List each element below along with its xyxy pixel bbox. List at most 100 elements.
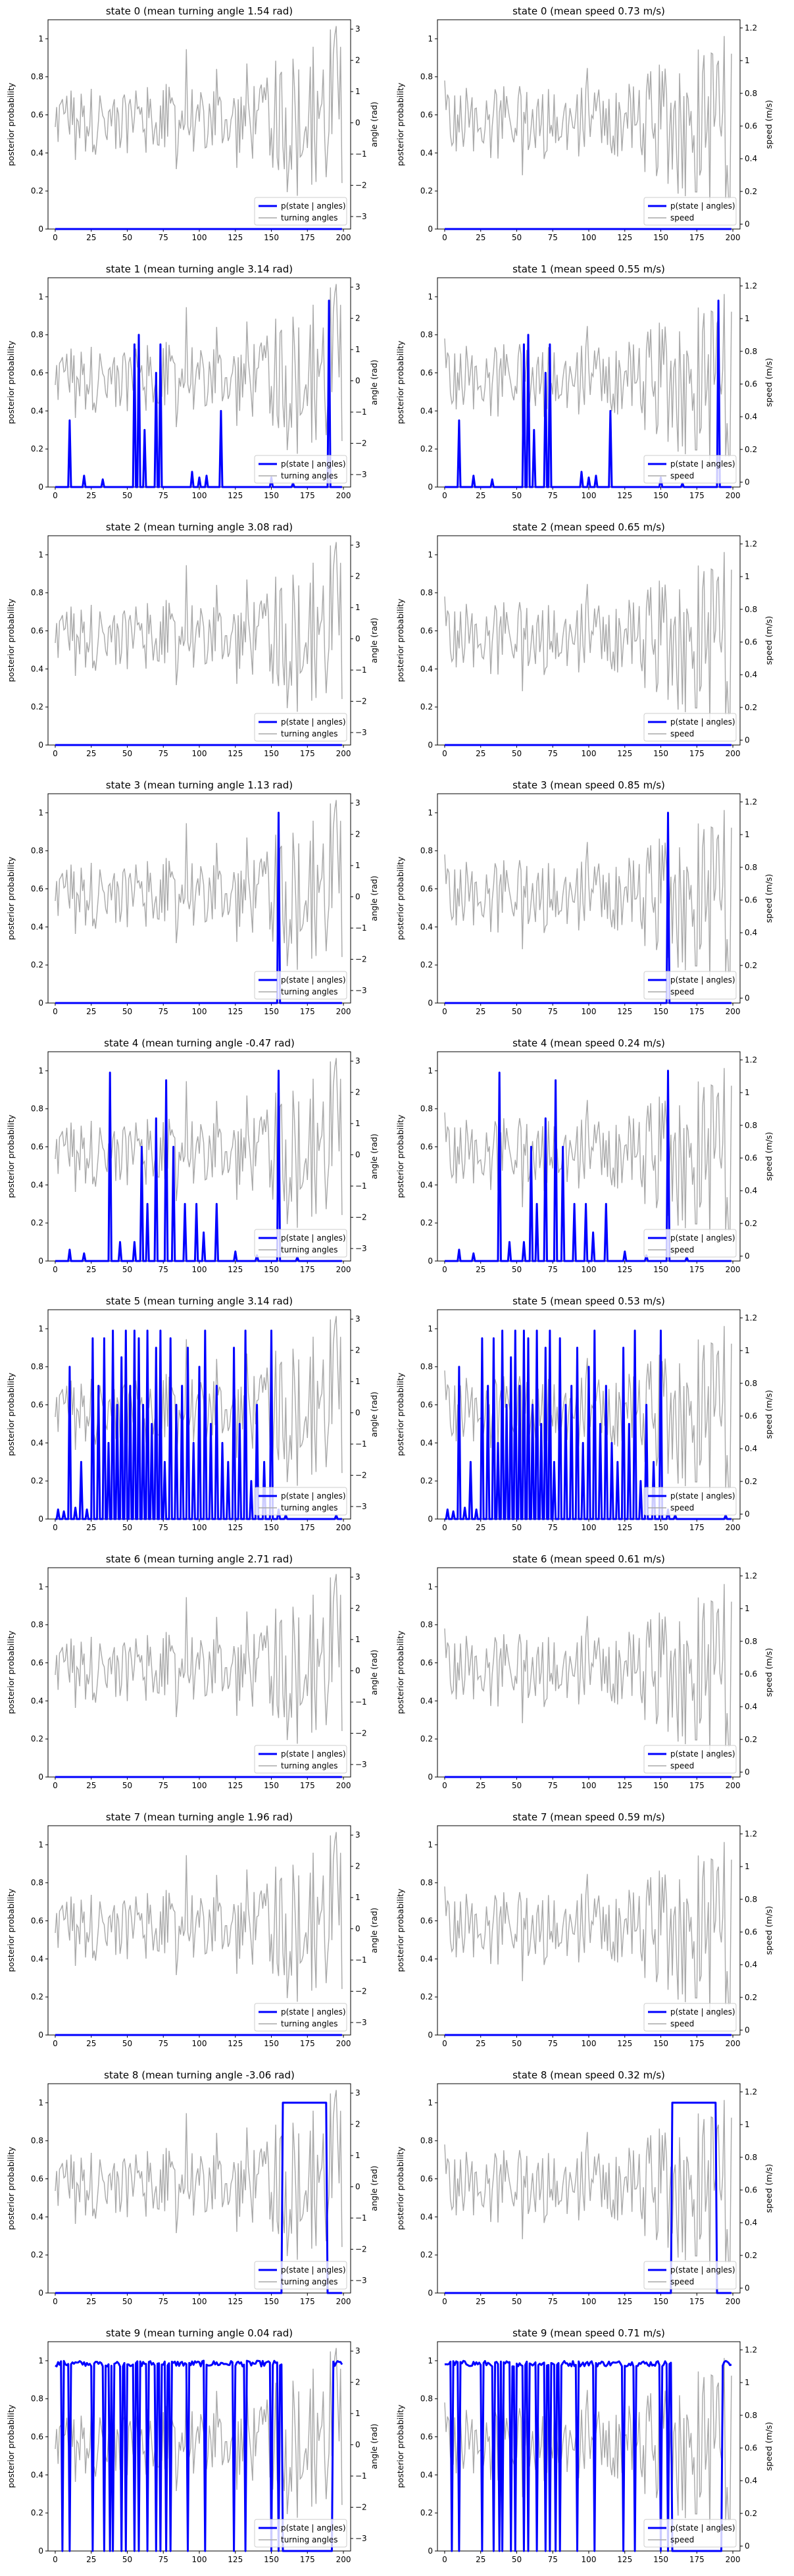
legend: p(state | angles) turning angles <box>254 713 347 742</box>
x-tick-label: 150 <box>653 233 668 242</box>
y2-tick-label: −3 <box>355 2018 367 2027</box>
legend-signal-label: turning angles <box>281 2019 338 2028</box>
y-tick-label: 1 <box>38 2098 43 2107</box>
legend-signal-label: speed <box>670 471 694 480</box>
x-tick-label: 200 <box>726 1781 741 1790</box>
subplot-title: state 2 (mean turning angle 3.08 rad) <box>106 521 293 533</box>
subplot-state-9-angle: state 9 (mean turning angle 0.04 rad)0 25… <box>6 2327 379 2564</box>
y-tick-label: 0.2 <box>31 186 43 195</box>
y2-tick-label: 0.6 <box>745 2443 757 2452</box>
x-tick-label: 50 <box>122 491 132 500</box>
x-tick-label: 150 <box>264 233 279 242</box>
x-tick-label: 25 <box>476 749 485 758</box>
y-tick-label: 1 <box>38 808 43 817</box>
x-tick-label: 125 <box>228 2555 243 2564</box>
x-tick-label: 175 <box>300 233 315 242</box>
x-tick-label: 200 <box>336 1265 351 1274</box>
y2-tick-label: 2 <box>355 830 360 839</box>
y-tick-label: 0 <box>38 482 43 492</box>
legend-box <box>254 197 347 226</box>
x-tick-label: 25 <box>476 2039 485 2048</box>
legend-signal-label: speed <box>670 213 694 222</box>
legend-posterior-label: p(state | angles) <box>670 2523 735 2533</box>
legend: p(state | angles) turning angles <box>254 455 347 484</box>
x-tick-label: 125 <box>617 1781 632 1790</box>
x-tick-label: 100 <box>582 1265 597 1274</box>
legend-signal-label: turning angles <box>281 1503 338 1512</box>
x-tick-label: 25 <box>86 2039 96 2048</box>
y2-tick-label: 0 <box>745 1252 750 1261</box>
x-tick-label: 200 <box>726 1523 741 1532</box>
x-tick-label: 0 <box>53 491 58 500</box>
x-tick-label: 175 <box>689 1781 705 1790</box>
left-axis-label: posterior probability <box>6 598 16 682</box>
y2-tick-label: −3 <box>355 1760 367 1769</box>
x-tick-label: 125 <box>228 1781 243 1790</box>
x-tick-label: 75 <box>159 233 168 242</box>
y-tick-label: 0.2 <box>31 1992 43 2001</box>
x-tick-label: 50 <box>512 1781 522 1790</box>
y2-tick-label: 0 <box>745 2284 750 2293</box>
x-tick-label: 150 <box>264 1265 279 1274</box>
y2-tick-label: 0.4 <box>745 154 757 163</box>
x-tick-label: 175 <box>300 2555 315 2564</box>
speed-series <box>444 552 732 725</box>
subplot-title: state 7 (mean turning angle 1.96 rad) <box>106 1811 293 1823</box>
legend-box <box>643 197 737 226</box>
y-tick-label: 0.4 <box>31 1954 43 1963</box>
x-tick-label: 100 <box>192 1265 207 1274</box>
x-tick-label: 0 <box>53 1781 58 1790</box>
legend-posterior-label: p(state | angles) <box>670 201 735 211</box>
x-tick-label: 125 <box>228 491 243 500</box>
right-axis-label: speed (m/s) <box>764 100 774 149</box>
y2-tick-label: −2 <box>355 2503 367 2512</box>
x-tick-label: 150 <box>653 1523 668 1532</box>
y2-tick-label: 0.8 <box>745 1895 757 1904</box>
x-tick-label: 150 <box>653 749 668 758</box>
y2-tick-label: 2 <box>355 56 360 65</box>
y-tick-label: 0.8 <box>31 330 43 340</box>
y2-tick-label: 1 <box>355 1893 360 1902</box>
y-tick-label: 0.2 <box>420 2250 433 2259</box>
x-tick-label: 125 <box>617 749 632 758</box>
y-tick-label: 0.4 <box>420 1696 433 1705</box>
left-axis-label: posterior probability <box>395 2404 405 2488</box>
y-tick-label: 0.8 <box>31 2394 43 2404</box>
y-tick-label: 0.6 <box>420 1143 433 1152</box>
legend-box <box>254 1229 347 1258</box>
y2-tick-label: 3 <box>355 1830 360 1840</box>
legend-posterior-label: p(state | angles) <box>670 1491 735 1501</box>
x-tick-label: 25 <box>86 2555 96 2564</box>
x-tick-label: 100 <box>192 749 207 758</box>
x-tick-label: 175 <box>300 1265 315 1274</box>
y2-tick-label: −3 <box>355 2276 367 2285</box>
y-tick-label: 0.2 <box>31 1734 43 1743</box>
legend: p(state | angles) speed <box>643 1745 737 1774</box>
x-tick-label: 50 <box>122 2297 132 2306</box>
y2-tick-label: 0.2 <box>745 703 757 712</box>
subplot-title: state 9 (mean speed 0.71 m/s) <box>512 2327 665 2339</box>
y-tick-label: 1 <box>38 2356 43 2365</box>
left-axis-label: posterior probability <box>6 2404 16 2488</box>
legend: p(state | angles) turning angles <box>254 971 347 1000</box>
y-tick-label: 0.6 <box>31 1659 43 1668</box>
y2-tick-label: 3 <box>355 2346 360 2356</box>
speed-series <box>444 1068 732 1241</box>
subplot-state-1-speed: state 1 (mean speed 0.55 m/s)0 25 50 75 100 1… <box>395 263 774 500</box>
y2-tick-label: −2 <box>355 1471 367 1480</box>
y-tick-label: 0 <box>428 1514 433 1524</box>
legend-posterior-label: p(state | angles) <box>281 1749 346 1759</box>
legend-box <box>643 1487 737 1516</box>
y2-tick-label: 1.2 <box>745 2345 757 2354</box>
y-tick-label: 0.6 <box>420 369 433 378</box>
y-tick-label: 1 <box>428 2356 433 2365</box>
legend-signal-label: speed <box>670 2019 694 2028</box>
x-tick-label: 25 <box>476 2297 485 2306</box>
x-tick-label: 200 <box>336 233 351 242</box>
y2-tick-label: 0 <box>355 376 360 386</box>
left-axis-label: posterior probability <box>6 82 16 166</box>
y-tick-label: 0.6 <box>31 369 43 378</box>
posterior-series <box>445 1069 732 1262</box>
right-axis-label: angle (rad) <box>369 101 379 147</box>
y-tick-label: 0.2 <box>420 1734 433 1743</box>
